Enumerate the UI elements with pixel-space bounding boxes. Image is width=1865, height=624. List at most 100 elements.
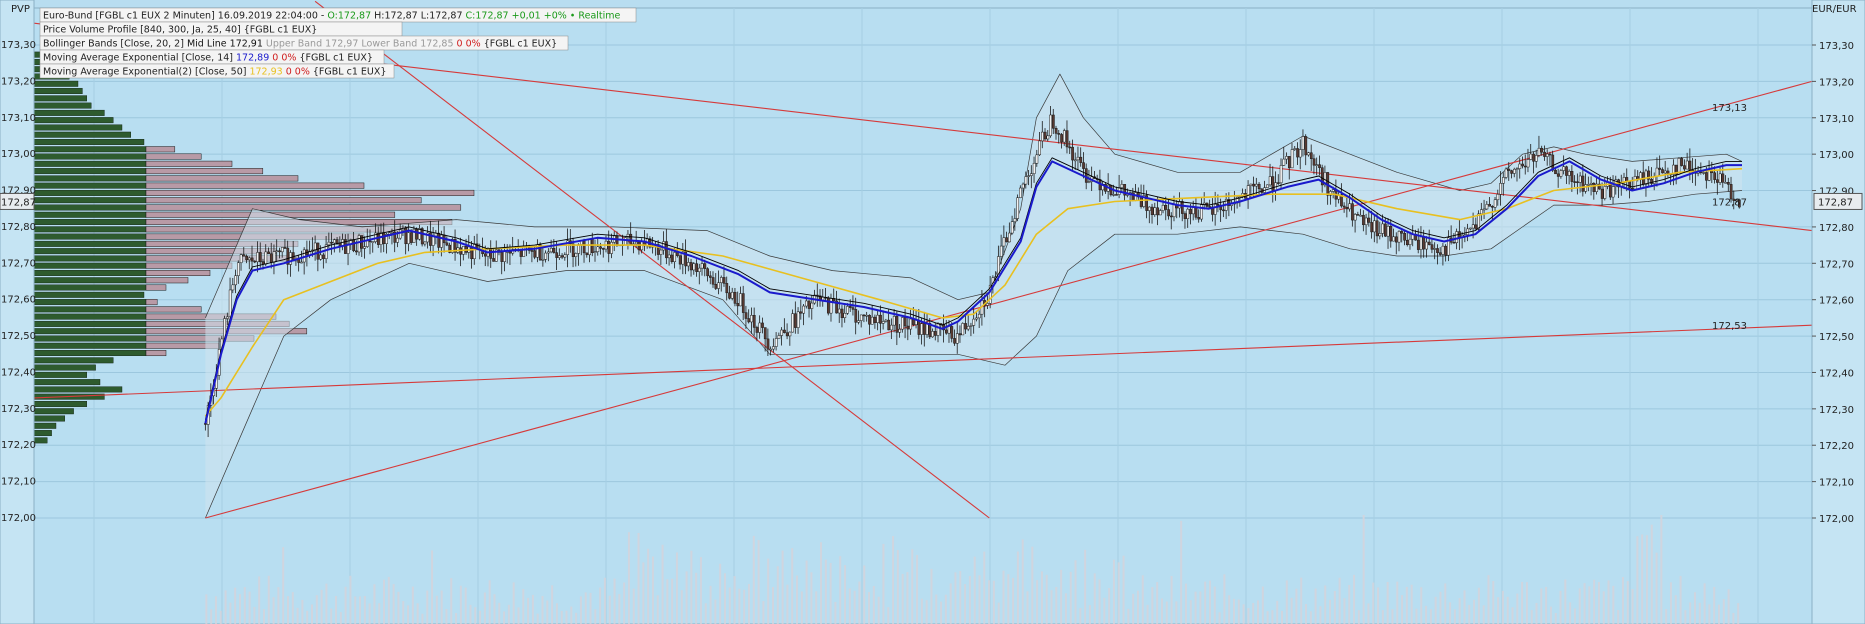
candle-up — [1301, 136, 1305, 150]
volume-profile-bar — [145, 299, 158, 306]
candle-down — [752, 315, 756, 328]
volume-bar — [1088, 605, 1091, 624]
candle-up — [396, 237, 399, 243]
candle-down — [1491, 206, 1494, 208]
candle-down — [1507, 168, 1511, 171]
volume-profile-bar — [145, 168, 264, 175]
right-tick-label: 172,70 — [1819, 259, 1854, 270]
candle-down — [728, 292, 731, 299]
candle-up — [884, 319, 888, 322]
left-tick-label: 172,40 — [1, 367, 36, 378]
volume-bar — [1420, 587, 1423, 624]
volume-bar — [699, 557, 702, 624]
candle-up — [1307, 152, 1310, 156]
candle-up — [300, 261, 303, 264]
volume-bar — [363, 595, 366, 624]
annotations: 173,13 172,87 172,53 — [1712, 103, 1747, 332]
volume-bar — [546, 600, 549, 624]
volume-profile-bar — [33, 124, 123, 131]
candle-down — [552, 247, 556, 253]
volume-bar — [570, 606, 573, 624]
volume-bar — [325, 583, 328, 624]
candle-up — [1087, 181, 1091, 183]
candle-up — [1142, 195, 1146, 207]
volume-profile-bar — [33, 175, 147, 182]
candle-down — [1523, 165, 1527, 168]
candle-down — [250, 257, 254, 262]
volume-bar — [517, 607, 520, 624]
candle-up — [1073, 159, 1077, 162]
candle-down — [393, 231, 397, 243]
volume-bar — [1732, 612, 1735, 624]
candle-down — [1139, 196, 1143, 207]
volume-bar — [728, 587, 731, 624]
candle-down — [714, 283, 718, 289]
candle-down — [1145, 195, 1149, 211]
volume-bar — [483, 592, 486, 624]
volume-bar — [791, 548, 794, 624]
volume-profile-bar — [145, 153, 202, 160]
candle-up — [588, 238, 591, 256]
volume-bar — [1156, 582, 1159, 624]
candle-up — [440, 234, 443, 248]
volume-bar — [1501, 590, 1504, 624]
candle-down — [711, 277, 715, 285]
left-tick-label: 172,20 — [1, 440, 36, 451]
volume-bar — [647, 548, 650, 624]
volume-bar — [796, 575, 799, 624]
volume-bar — [1641, 534, 1644, 624]
current-price-right: 172,87 — [1818, 197, 1853, 208]
volume-bar — [402, 601, 405, 624]
volume-bar — [474, 607, 477, 624]
candle-down — [1721, 173, 1725, 183]
candle-down — [368, 240, 372, 243]
candle-down — [761, 322, 764, 328]
volume-bar — [1516, 593, 1519, 624]
legend-indicator-value: 172,93 — [249, 67, 285, 78]
volume-bar — [407, 605, 410, 624]
volume-profile-bar — [145, 262, 233, 269]
candle-down — [903, 317, 907, 327]
candle-up — [837, 308, 841, 314]
right-tick-label: 172,90 — [1819, 187, 1854, 198]
candle-up — [1021, 183, 1025, 189]
volume-bar — [1713, 586, 1716, 624]
candle-down — [1345, 206, 1349, 210]
candle-down — [1222, 209, 1225, 212]
volume-bar — [892, 536, 895, 624]
candle-down — [695, 263, 698, 272]
candle-up — [1293, 148, 1297, 150]
volume-bar — [1036, 580, 1039, 624]
volume-bar — [637, 532, 640, 624]
volume-bar — [1588, 586, 1591, 624]
volume-bar — [286, 596, 289, 624]
candle-down — [1405, 239, 1409, 245]
trendline[interactable] — [33, 324, 1813, 399]
volume-bar — [1012, 577, 1015, 624]
candle-up — [272, 251, 276, 263]
left-tick-label: 173,00 — [1, 149, 36, 160]
candle-up — [791, 313, 795, 333]
trendline[interactable] — [314, 0, 990, 519]
candle-up — [1397, 231, 1401, 243]
candle-down — [1628, 181, 1631, 189]
volume-bar — [272, 597, 275, 624]
volume-bar — [426, 590, 429, 624]
volume-bar — [392, 584, 395, 624]
candle-up — [1373, 220, 1376, 233]
candle-down — [1521, 163, 1524, 167]
volume-profile-bar — [145, 284, 167, 291]
candle-down — [1658, 167, 1662, 170]
candle-up — [1480, 209, 1483, 215]
candle-down — [599, 246, 602, 249]
moving-averages — [204, 157, 1743, 424]
volume-bar — [1180, 520, 1183, 624]
candle-up — [566, 240, 570, 255]
candle-up — [1562, 166, 1566, 171]
volume-bar — [301, 599, 304, 624]
volume-profile-bar — [145, 269, 211, 276]
left-tick-label: 172,10 — [1, 477, 36, 488]
candle-up — [999, 245, 1003, 257]
volume-bar — [1069, 571, 1072, 624]
